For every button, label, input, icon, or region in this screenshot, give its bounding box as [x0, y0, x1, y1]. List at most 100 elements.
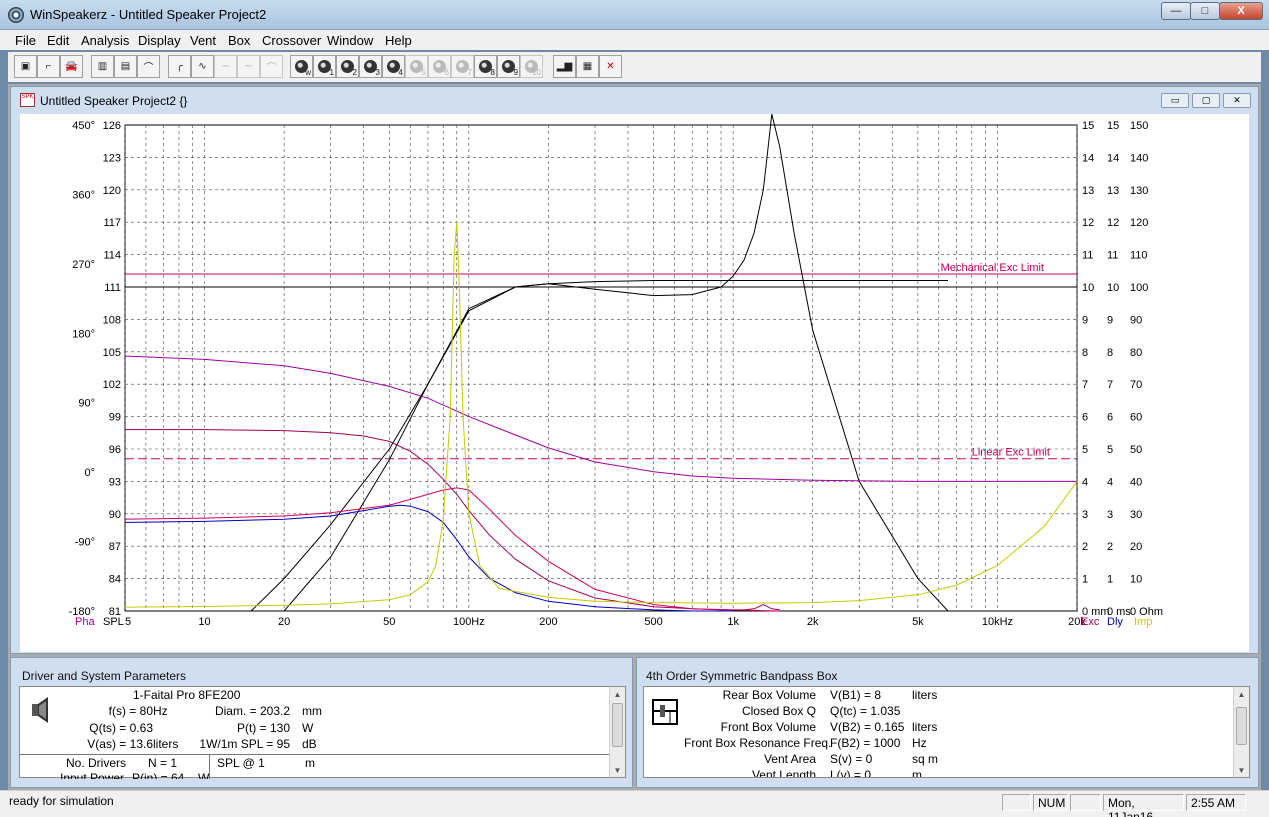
- qts-value[interactable]: Q(ts) = 0.63: [89, 721, 153, 735]
- x-tick-label: 10: [198, 616, 210, 628]
- status-message: ready for simulation: [9, 794, 114, 808]
- spl-tick-label: 90: [109, 509, 121, 521]
- driver-select-label: w: [305, 68, 311, 77]
- pt-unit: W: [302, 721, 314, 735]
- menu-box[interactable]: Box: [228, 33, 251, 48]
- menu-display[interactable]: Display: [138, 33, 181, 48]
- scroll-thumb[interactable]: [612, 703, 623, 747]
- driver-select-button-10[interactable]: 10: [520, 55, 543, 78]
- spl-1w1m-unit: dB: [302, 737, 317, 751]
- diam-value[interactable]: Diam. = 203.2: [214, 704, 290, 718]
- scroll-down-icon[interactable]: ▼: [613, 765, 622, 775]
- menu-file[interactable]: File: [15, 33, 36, 48]
- driver-select-button-6[interactable]: 6: [428, 55, 451, 78]
- phase-tick-label: 0°: [84, 467, 95, 479]
- driver-name[interactable]: 1-Faital Pro 8FE200: [133, 688, 241, 702]
- menu-crossover[interactable]: Crossover: [262, 33, 322, 48]
- input-power-value[interactable]: P(in) = 64: [132, 771, 185, 779]
- dly-tick-label: 8: [1107, 347, 1113, 359]
- fs-value[interactable]: f(s) = 80: [108, 704, 153, 718]
- driver-select-label: 6: [444, 68, 449, 77]
- input-power-unit: W: [198, 771, 210, 779]
- spl-axis-label: SPL: [103, 616, 124, 628]
- response-flat-icon[interactable]: ╭: [168, 55, 191, 78]
- menu-analysis[interactable]: Analysis: [81, 33, 130, 48]
- box-panel-scrollbar[interactable]: ▲ ▼: [1233, 687, 1249, 777]
- bar-chart-icon[interactable]: ▂▆: [553, 55, 576, 78]
- driver-select-button-w[interactable]: w: [290, 55, 313, 78]
- no-drivers-value[interactable]: N = 1: [148, 756, 178, 770]
- imp-tick-label: 90: [1130, 314, 1142, 326]
- crossover-icon[interactable]: ✕: [599, 55, 622, 78]
- speaker-icon[interactable]: ▣: [14, 55, 37, 78]
- driver-select-icon: [456, 60, 469, 73]
- close-button[interactable]: X: [1219, 2, 1263, 20]
- project-minimize-button[interactable]: ▭: [1161, 93, 1189, 108]
- car-icon[interactable]: 🚘: [60, 55, 83, 78]
- box-scroll-down-icon[interactable]: ▼: [1237, 765, 1246, 775]
- driver-select-button-4[interactable]: 4: [382, 55, 405, 78]
- window-controls: — □ X: [1161, 2, 1263, 20]
- print-icon[interactable]: ▦: [576, 55, 599, 78]
- exc-tick-label: 13: [1082, 185, 1094, 197]
- driver-select-button-9[interactable]: 9: [497, 55, 520, 78]
- minimize-button[interactable]: —: [1161, 2, 1191, 20]
- driver-select-button-5[interactable]: 5: [405, 55, 428, 78]
- imp-tick-label: 50: [1130, 444, 1142, 456]
- step-db-icon[interactable]: ⌐: [37, 55, 60, 78]
- spl-at-label[interactable]: SPL @ 1: [217, 756, 265, 770]
- spl-tick-label: 81: [109, 606, 121, 618]
- box-curve-icon[interactable]: ⌒: [137, 55, 160, 78]
- dly-tick-label: 15: [1107, 120, 1119, 132]
- imp-tick-label: 100: [1130, 282, 1148, 294]
- box-param-value[interactable]: F(B2) = 1000: [830, 736, 901, 750]
- response-disabled-c-icon[interactable]: ⌒: [260, 55, 283, 78]
- project-maximize-button[interactable]: ▢: [1192, 93, 1220, 108]
- driver-select-button-7[interactable]: 7: [451, 55, 474, 78]
- imp-tick-label: 130: [1130, 185, 1148, 197]
- bandpass-box-icon: [652, 697, 680, 727]
- driver-select-button-3[interactable]: 3: [359, 55, 382, 78]
- driver-panel-title: Driver and System Parameters: [22, 669, 187, 683]
- maximize-button[interactable]: □: [1190, 2, 1220, 20]
- spl-1w1m-value[interactable]: 1W/1m SPL = 95: [199, 737, 290, 751]
- driver-panel-scrollbar[interactable]: ▲ ▼: [609, 687, 625, 777]
- box-param-value[interactable]: S(v) = 0: [830, 752, 873, 766]
- imp-tick-label: 30: [1130, 509, 1142, 521]
- driver-panel-divider: [20, 754, 610, 755]
- x-tick-label: 20k: [1068, 616, 1086, 628]
- driver-select-button-8[interactable]: 8: [474, 55, 497, 78]
- spl-at-unit: m: [305, 756, 315, 770]
- project-window-title: Untitled Speaker Project2 {}: [40, 94, 188, 108]
- box-param-value[interactable]: V(B2) = 0.165: [830, 720, 905, 734]
- phase-tick-label: 270°: [72, 259, 95, 271]
- box-scroll-thumb[interactable]: [1236, 707, 1247, 745]
- box-param-name: Rear Box Volume: [722, 688, 816, 702]
- plot-frame: [124, 124, 1078, 612]
- response-wave-icon[interactable]: ∿: [191, 55, 214, 78]
- vas-value[interactable]: V(as) = 13.6: [87, 737, 153, 751]
- menu-vent[interactable]: Vent: [190, 33, 217, 48]
- bars-icon[interactable]: ▥: [91, 55, 114, 78]
- dly-tick-label: 10: [1107, 282, 1119, 294]
- menu-edit[interactable]: Edit: [47, 33, 70, 48]
- pt-value[interactable]: P(t) = 130: [236, 721, 290, 735]
- response-disabled-b-icon[interactable]: ∼: [237, 55, 260, 78]
- box-param-value[interactable]: L(v) = 0: [830, 768, 872, 778]
- driver-select-button-1[interactable]: 1: [313, 55, 336, 78]
- scroll-up-icon[interactable]: ▲: [613, 689, 622, 699]
- box-param-value[interactable]: V(B1) = 8: [830, 688, 882, 702]
- box-scroll-up-icon[interactable]: ▲: [1237, 689, 1246, 699]
- box-param-name: Front Box Volume: [720, 720, 816, 734]
- response-disabled-a-icon[interactable]: ∼: [214, 55, 237, 78]
- phase-axis-label: Pha: [75, 616, 95, 628]
- project-close-button[interactable]: ✕: [1223, 93, 1251, 108]
- box-panel-body: Rear Box Volume V(B1) = 8 liters Closed Box…: [643, 686, 1250, 778]
- exc-tick-label: 11: [1082, 250, 1093, 262]
- driver-select-button-2[interactable]: 2: [336, 55, 359, 78]
- fs-unit: Hz: [153, 704, 168, 718]
- menu-window[interactable]: Window: [327, 33, 374, 48]
- box-param-value[interactable]: Q(tc) = 1.035: [830, 704, 901, 718]
- menu-help[interactable]: Help: [385, 33, 412, 48]
- driver-icon[interactable]: ▤: [114, 55, 137, 78]
